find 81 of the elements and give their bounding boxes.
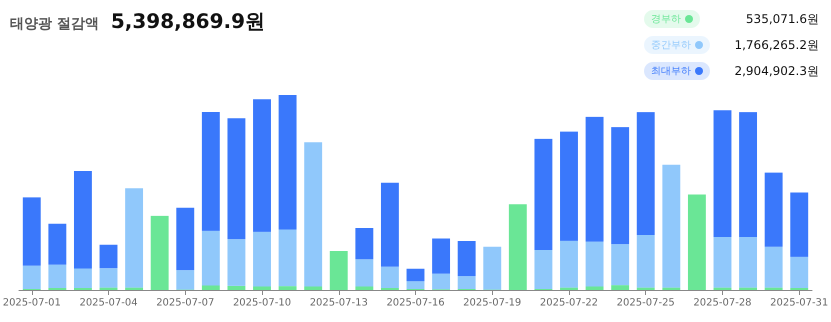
chart-subtitle: 5,398,869.9원 [110,8,265,35]
bar [380,182,399,267]
bar [636,112,655,236]
bar [662,164,680,288]
bar [688,194,706,290]
bar [739,112,758,237]
bar [304,142,322,286]
legend-label: 최대부하 [651,65,691,78]
bar [355,228,374,260]
bar [100,244,118,268]
bar [458,241,476,276]
bar [534,138,552,250]
bar [508,204,527,290]
text: 1,766,265.2원 [734,36,819,54]
x-tick-label: 2025-07-01 [2,298,61,308]
bar [611,244,630,286]
legend-label: 경부하 [651,13,681,26]
bar [202,112,220,231]
bar [406,268,424,282]
x-tick-label: 2025-07-28 [693,298,752,308]
chart-title: 태양광 절감액 [10,15,99,33]
bar [22,266,41,290]
x-tick-label: 2025-07-22 [540,298,598,308]
bar [714,236,732,288]
bar [560,132,578,241]
bar [227,239,246,286]
bar [355,259,374,286]
bar [406,281,424,290]
bar [790,256,808,288]
bar [483,246,502,290]
bar [636,235,655,288]
bar [764,172,783,247]
x-tick-label: 2025-07-13 [310,298,368,308]
bar [560,240,578,288]
bar [714,110,732,237]
bar [586,242,604,286]
bar [253,286,271,290]
x-tick-label: 2025-07-04 [79,298,138,308]
bar [125,188,144,288]
bar [48,264,66,288]
bar [253,232,271,286]
x-tick-label: 2025-07-16 [386,298,445,308]
bar [764,246,783,288]
x-tick-label: 2025-07-25 [616,298,675,308]
text: 2,904,902.3원 [734,62,819,80]
bar [227,118,246,240]
bar [227,286,246,290]
bar [330,251,348,290]
bar [586,116,604,242]
bar [278,230,297,286]
bar [253,99,271,232]
bar [432,274,450,290]
bar [304,286,322,290]
bar [380,266,399,288]
x-tick-label: 2025-07-31 [770,298,828,308]
bar [458,276,476,290]
bar [611,127,630,244]
bar [586,286,604,290]
bar [278,286,297,290]
bar [432,238,450,274]
x-tick-label: 2025-07-07 [156,298,214,308]
bar [176,208,194,270]
bar [150,216,169,290]
bar [74,268,92,288]
bar [74,171,92,269]
bar [278,95,297,230]
bar [355,286,374,290]
bar [534,250,552,290]
x-tick-label: 2025-07-19 [463,298,522,308]
legend-label: 중간부하 [651,39,691,52]
bar [202,286,220,290]
bar [202,230,220,286]
bar [100,268,118,288]
bar [739,236,758,288]
bar [611,285,630,290]
x-tick-label: 2025-07-10 [232,298,292,308]
bar [176,270,194,290]
text: 535,071.6원 [746,10,819,28]
bar [790,192,808,257]
bar [22,197,41,266]
bar [48,224,66,265]
